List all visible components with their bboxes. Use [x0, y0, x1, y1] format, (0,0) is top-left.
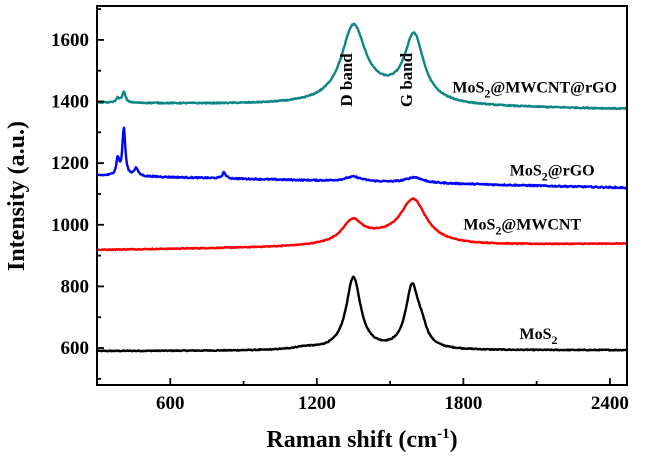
y-tick-label: 1400 — [51, 92, 89, 113]
x-tick-label: 1200 — [298, 393, 336, 414]
spectrum-line — [96, 275, 628, 353]
spectrum-line — [96, 126, 628, 190]
band-annotation: D band — [337, 53, 356, 107]
y-axis-title: Intensity (a.u.) — [4, 121, 30, 271]
series-label: MoS2 — [520, 326, 558, 347]
plot-frame — [96, 5, 628, 386]
series-label: MoS2@MWCNT — [463, 216, 581, 237]
y-tick-label: 600 — [61, 338, 90, 359]
series-layer — [96, 22, 628, 353]
series-label: MoS2@rGO — [510, 162, 595, 183]
band-annotation: G band — [397, 52, 416, 107]
spectrum-line — [96, 22, 628, 111]
spectrum-line — [96, 197, 628, 252]
y-tick-label: 1600 — [51, 30, 89, 51]
x-tick-label: 1800 — [444, 393, 482, 414]
y-tick-label: 1200 — [51, 153, 89, 174]
y-tick-label: 1000 — [51, 215, 89, 236]
ticks-layer: 600 1200 1800 2400 600 800 1000 1200 1400 1600 — [51, 8, 629, 414]
series-label: MoS2@MWCNT@rGO — [452, 79, 617, 100]
x-tick-label: 600 — [156, 393, 185, 414]
x-tick-label: 2400 — [591, 393, 629, 414]
labels-layer: MoS2 MoS2@MWCNT MoS2@rGO MoS2@MWCNT@rGO D ba… — [337, 52, 617, 347]
y-tick-label: 800 — [61, 276, 90, 297]
x-axis-title: Raman shift (cm-1) — [266, 426, 457, 453]
